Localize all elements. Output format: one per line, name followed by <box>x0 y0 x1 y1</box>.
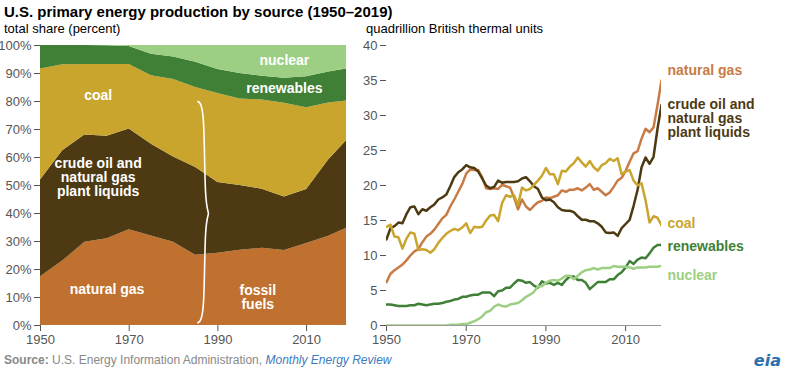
svg-text:2010: 2010 <box>611 332 640 347</box>
svg-text:1990: 1990 <box>531 332 560 347</box>
svg-text:100%: 100% <box>0 38 32 53</box>
svg-text:renewables: renewables <box>668 238 744 254</box>
svg-text:nuclear: nuclear <box>260 52 310 68</box>
svg-text:80%: 80% <box>5 94 31 109</box>
svg-text:30%: 30% <box>5 234 31 249</box>
svg-text:5: 5 <box>370 283 377 298</box>
svg-text:15: 15 <box>363 213 377 228</box>
svg-text:coal: coal <box>84 87 112 103</box>
svg-text:2010: 2010 <box>292 332 321 347</box>
svg-text:90%: 90% <box>5 66 31 81</box>
html-text:eia: eia <box>753 350 781 370</box>
svg-text:1970: 1970 <box>452 332 481 347</box>
svg-text:10: 10 <box>363 248 377 263</box>
svg-text:70%: 70% <box>5 122 31 137</box>
svg-text:1970: 1970 <box>115 332 144 347</box>
svg-text:coal: coal <box>668 215 696 231</box>
svg-text:renewables: renewables <box>246 80 322 96</box>
html-text:total share (percent): total share (percent) <box>4 21 121 36</box>
svg-text:40%: 40% <box>5 206 31 221</box>
svg-text:fossilfuels: fossilfuels <box>240 282 277 312</box>
html-text:quadrillion British thermal un: quadrillion British thermal units <box>366 21 543 36</box>
svg-text:30: 30 <box>363 108 377 123</box>
html-text:Source: U.S. Energy Informatio: Source: U.S. Energy Information Administ… <box>4 353 392 367</box>
svg-text:60%: 60% <box>5 150 31 165</box>
svg-text:nuclear: nuclear <box>668 267 718 283</box>
svg-text:0: 0 <box>370 318 377 333</box>
svg-text:25: 25 <box>363 143 377 158</box>
svg-text:natural gas: natural gas <box>70 281 145 297</box>
svg-text:0%: 0% <box>13 318 32 333</box>
svg-text:1990: 1990 <box>203 332 232 347</box>
svg-text:20: 20 <box>363 178 377 193</box>
html-text:U.S. primary energy production: U.S. primary energy production by source… <box>4 3 393 20</box>
svg-text:natural gas: natural gas <box>668 62 743 78</box>
svg-text:20%: 20% <box>5 262 31 277</box>
svg-text:10%: 10% <box>5 290 31 305</box>
svg-text:50%: 50% <box>5 178 31 193</box>
svg-text:1950: 1950 <box>372 332 401 347</box>
svg-text:35: 35 <box>363 73 377 88</box>
svg-text:crude oil andnatural gasplant: crude oil andnatural gasplant liquids <box>55 155 142 199</box>
svg-text:crude oil andnatural gasplant: crude oil andnatural gasplant liquids <box>668 96 755 140</box>
svg-text:1950: 1950 <box>26 332 55 347</box>
svg-text:40: 40 <box>363 38 377 53</box>
